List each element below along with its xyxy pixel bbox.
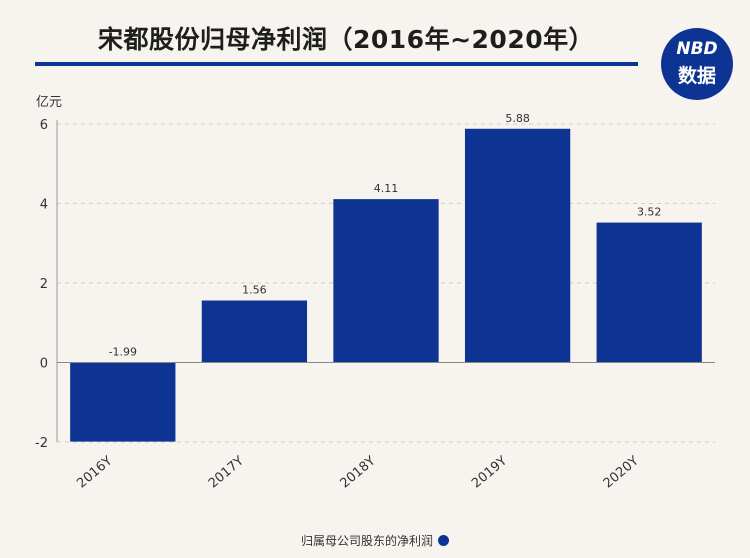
bar: [201, 300, 308, 363]
y-tick-label: 6: [40, 118, 48, 133]
y-tick-label: -2: [35, 436, 48, 451]
bars: [70, 128, 702, 442]
data-labels: -1.99 1.56 4.11 5.88 3.52: [109, 112, 662, 359]
data-label: -1.99: [109, 346, 137, 359]
bar: [464, 128, 571, 363]
x-tick-label: 2018Y: [337, 454, 378, 492]
x-tick-label: 2020Y: [601, 454, 642, 492]
legend-swatch: [438, 535, 449, 546]
title-underline: [35, 62, 638, 66]
chart-title: 宋都股份归母净利润（2016年~2020年）: [98, 25, 595, 54]
y-axis: -2 0 2 4 6: [35, 118, 58, 451]
x-tick-label: 2019Y: [469, 454, 510, 492]
legend-label: 归属母公司股东的净利润: [300, 534, 433, 548]
bar: [70, 362, 176, 442]
x-tick-label: 2017Y: [206, 454, 247, 492]
bar: [333, 199, 439, 363]
bar: [596, 222, 702, 363]
nbd-logo: NBD 数据: [661, 28, 733, 100]
x-tick-label: 2016Y: [74, 454, 115, 492]
data-label: 5.88: [505, 112, 530, 125]
data-label: 3.52: [637, 206, 662, 219]
y-tick-label: 2: [40, 277, 48, 292]
logo-brand: NBD: [676, 39, 718, 59]
bar-chart: -1.99 1.56 4.11 5.88 3.52 -2 0 2 4 6 2016Y 2017Y 2…: [35, 95, 715, 492]
logo-subtitle: 数据: [677, 65, 716, 87]
y-tick-label: 4: [40, 198, 48, 213]
data-label: 4.11: [374, 182, 399, 195]
y-axis-unit: 亿元: [36, 95, 62, 110]
data-label: 1.56: [242, 283, 267, 296]
legend: 归属母公司股东的净利润: [0, 532, 750, 549]
y-tick-label: 0: [40, 357, 48, 372]
